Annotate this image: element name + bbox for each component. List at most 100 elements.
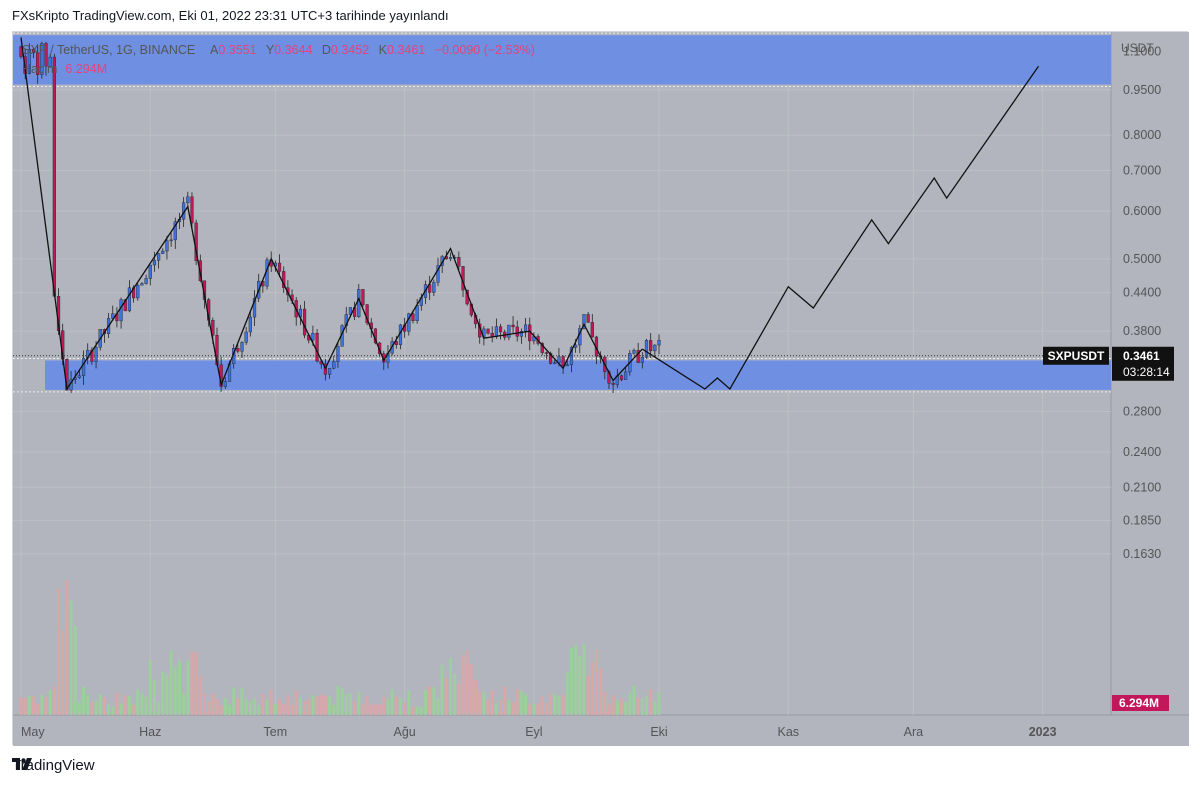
volume-bar <box>515 689 519 715</box>
price-badge-value: 0.3461 <box>1123 349 1160 363</box>
candle-body <box>27 48 31 74</box>
ticker-label: SXPUSDT <box>1048 349 1105 363</box>
candle-body <box>152 260 157 266</box>
price-chart[interactable]: SXP / TetherUS, 1G, BINANCE A0.3551 Y0.3… <box>13 32 1189 746</box>
price-badge-countdown: 03:28:14 <box>1123 365 1170 379</box>
candle-body <box>557 356 561 363</box>
volume-bar <box>390 689 394 715</box>
volume-bar <box>432 687 436 715</box>
volume-bar <box>144 696 148 715</box>
candle-body <box>511 324 515 328</box>
volume-bar <box>603 692 607 715</box>
candles <box>19 41 661 394</box>
candle-body <box>148 264 152 279</box>
candle-body <box>211 320 215 336</box>
volume-bar <box>524 693 528 715</box>
volume-bar <box>486 699 490 715</box>
price-tick-label: 0.6000 <box>1123 204 1161 218</box>
volume-bar <box>165 674 169 715</box>
price-tick-label: 0.8000 <box>1123 128 1161 142</box>
candle-body <box>223 381 227 387</box>
volume-bar <box>278 699 282 715</box>
candle-body <box>282 271 286 288</box>
volume-bar <box>536 703 540 715</box>
candle-body <box>119 299 123 322</box>
volume-bar <box>69 600 73 715</box>
candle-body <box>653 344 657 352</box>
candle-body <box>361 289 365 305</box>
candle-body <box>590 322 594 338</box>
volume-bar <box>373 703 377 715</box>
volume-bar <box>44 697 48 715</box>
volume-bar <box>494 703 498 715</box>
volume-bar <box>507 700 511 715</box>
volume-bar <box>457 683 461 715</box>
price-tick-label: 0.4400 <box>1123 286 1161 300</box>
price-axis-unit: USDT <box>1121 41 1154 55</box>
footer-brand[interactable]: TradingView <box>12 757 95 774</box>
volume-bar <box>61 630 65 715</box>
candle-body <box>611 382 615 385</box>
volume-bar <box>236 698 240 715</box>
chart-frame[interactable]: SXP / TetherUS, 1G, BINANCE A0.3551 Y0.3… <box>12 31 1189 746</box>
volume-bar <box>190 651 194 715</box>
volume-bar <box>553 693 557 715</box>
volume-bar <box>540 696 544 715</box>
volume-bar <box>328 696 332 715</box>
volume-bar <box>407 690 411 715</box>
volume-bar <box>382 696 386 715</box>
volume-bar <box>119 703 123 715</box>
time-axis-ticks: May Haz Tem Ağu Eyl Eki Kas Ara 2023 <box>21 725 1057 739</box>
volume-bar <box>298 697 302 715</box>
support-resistance-zones <box>13 32 1111 393</box>
time-axis[interactable] <box>13 715 1189 746</box>
price-badge <box>1112 346 1174 381</box>
volume-bar <box>202 693 206 715</box>
volume-bar <box>215 699 219 715</box>
volume-bar <box>286 695 290 715</box>
candle-body <box>327 368 332 375</box>
ticker-badge <box>1043 346 1109 365</box>
volume-bar <box>86 694 90 715</box>
volume-bar <box>107 704 111 715</box>
candle-body <box>415 305 419 322</box>
volume-bar <box>282 704 286 715</box>
volume-bar <box>269 689 273 715</box>
volume-bar <box>182 693 186 715</box>
volume-bar <box>469 664 473 715</box>
candle-body <box>248 316 252 333</box>
volume-bar <box>73 625 77 715</box>
volume-bar <box>461 655 465 715</box>
candle-body <box>190 196 194 224</box>
legend-symbol: SXP / TetherUS, 1G, BINANCE <box>22 43 195 57</box>
candle-body <box>553 362 557 364</box>
volume-bar <box>557 695 561 715</box>
volume-bar <box>127 696 131 715</box>
volume-bar <box>48 689 52 715</box>
candle-body <box>519 330 523 337</box>
candle-body <box>36 52 40 75</box>
candle-body <box>161 250 165 254</box>
volume-bar <box>40 694 44 715</box>
volume-badge <box>1112 695 1169 711</box>
volume-bar <box>398 697 402 715</box>
candle-body <box>315 332 319 362</box>
time-tick-label: Ara <box>904 725 924 739</box>
candle-body <box>636 350 640 363</box>
candle-body <box>165 240 169 252</box>
price-zone <box>13 35 1111 85</box>
volume-bar <box>90 702 94 715</box>
candle-body <box>411 313 415 322</box>
price-tick-label: 0.3800 <box>1123 324 1161 338</box>
volume-bar <box>474 680 478 715</box>
volume-bar <box>619 698 623 715</box>
volume-bar <box>19 697 23 715</box>
volume-bar <box>519 690 523 715</box>
candle-body <box>157 253 161 261</box>
volume-bar <box>232 687 236 715</box>
volume-bar <box>77 701 81 715</box>
candle-body <box>311 332 315 341</box>
candle-body <box>494 326 498 338</box>
volume-bar <box>228 705 231 715</box>
volume-bar <box>561 695 565 715</box>
